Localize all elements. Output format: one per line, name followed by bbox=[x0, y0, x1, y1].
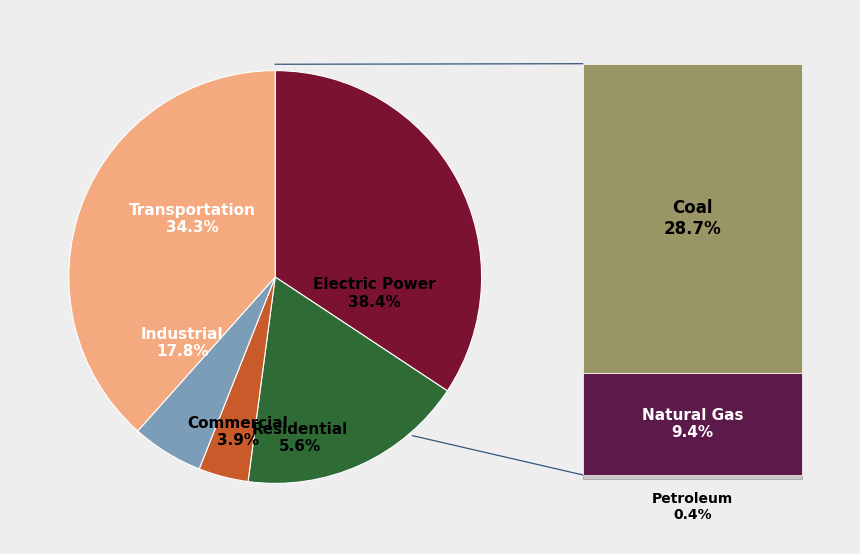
Wedge shape bbox=[275, 70, 482, 391]
Bar bbox=[583, 475, 802, 479]
Text: Electric Power
38.4%: Electric Power 38.4% bbox=[313, 278, 435, 310]
Text: Coal
28.7%: Coal 28.7% bbox=[663, 199, 722, 238]
Text: Commercial
3.9%: Commercial 3.9% bbox=[187, 416, 288, 448]
Text: Petroleum
0.4%: Petroleum 0.4% bbox=[652, 492, 733, 522]
Text: Industrial
17.8%: Industrial 17.8% bbox=[141, 327, 224, 359]
Text: Transportation
34.3%: Transportation 34.3% bbox=[129, 203, 256, 235]
Text: Residential
5.6%: Residential 5.6% bbox=[252, 422, 348, 454]
Wedge shape bbox=[248, 277, 447, 484]
Bar bbox=[583, 373, 802, 475]
Text: Natural Gas
9.4%: Natural Gas 9.4% bbox=[642, 408, 743, 440]
Wedge shape bbox=[69, 70, 275, 431]
Bar bbox=[583, 64, 802, 373]
Wedge shape bbox=[138, 277, 275, 469]
Wedge shape bbox=[200, 277, 275, 481]
